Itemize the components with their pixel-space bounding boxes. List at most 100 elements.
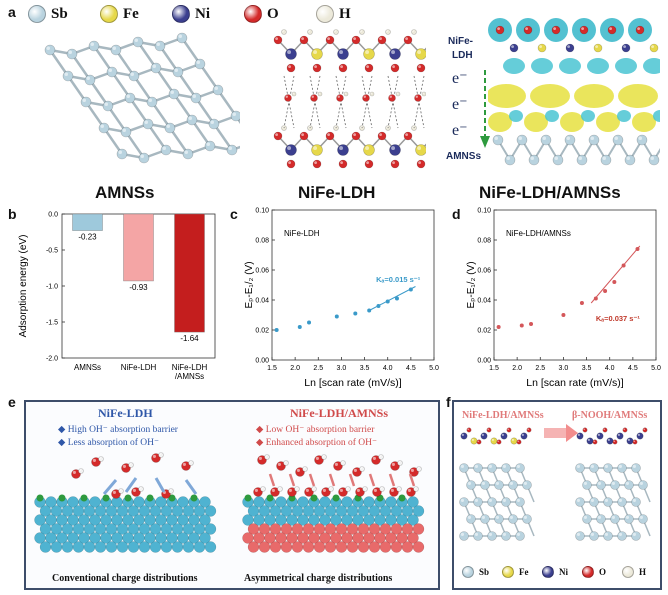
o-atom bbox=[466, 427, 472, 433]
o-atom bbox=[642, 427, 648, 433]
ldh-atom bbox=[61, 541, 74, 553]
atom-highlight bbox=[602, 156, 606, 160]
sb-atom bbox=[62, 70, 74, 82]
red-arrow bbox=[408, 473, 416, 487]
x-category-label: /AMNSs bbox=[175, 372, 204, 381]
atom-highlight bbox=[86, 76, 90, 80]
bond bbox=[84, 101, 106, 129]
metal-atom bbox=[285, 144, 297, 156]
o-atom bbox=[310, 94, 318, 102]
sb-atom bbox=[194, 58, 206, 70]
charge-depletion-lobe bbox=[615, 58, 637, 74]
atom-highlight bbox=[583, 515, 587, 519]
rate-constant-annotation: Kₐ=0.015 s⁻¹ bbox=[376, 275, 421, 284]
metal-atom bbox=[636, 432, 644, 440]
data-point bbox=[353, 311, 358, 316]
bond bbox=[128, 97, 150, 125]
legend-item-ni: Ni bbox=[542, 566, 568, 578]
h-atom bbox=[281, 29, 287, 35]
sb-atom bbox=[160, 144, 172, 156]
sb-atom bbox=[508, 514, 518, 524]
atom-highlight bbox=[481, 433, 484, 436]
diamond-icon: ◆ bbox=[58, 425, 66, 435]
atom-highlight bbox=[617, 433, 620, 436]
sb-atom bbox=[120, 126, 132, 138]
metal-atom bbox=[337, 48, 349, 60]
bond bbox=[92, 45, 114, 73]
title-amnss: AMNSs bbox=[95, 183, 155, 202]
blue-arrow bbox=[124, 477, 138, 493]
atom-highlight bbox=[379, 37, 382, 40]
atom-highlight bbox=[626, 156, 630, 160]
sb-atom bbox=[176, 32, 188, 44]
atom-highlight bbox=[365, 146, 369, 150]
sb-atom bbox=[226, 144, 238, 156]
panel-e-frame bbox=[24, 400, 440, 590]
amnss-atom bbox=[379, 541, 392, 553]
data-point bbox=[593, 296, 598, 301]
metal-atom bbox=[596, 432, 604, 440]
atom-highlight bbox=[525, 27, 528, 30]
metal-atom bbox=[520, 432, 528, 440]
charge-site bbox=[58, 494, 66, 502]
atom-highlight bbox=[488, 498, 492, 502]
atom-highlight bbox=[625, 481, 629, 485]
atom-highlight bbox=[604, 498, 608, 502]
oh-hydrogen bbox=[260, 486, 266, 492]
oh-hydrogen bbox=[378, 454, 384, 460]
h-atom bbox=[421, 91, 426, 97]
sb-atom bbox=[564, 134, 576, 146]
oh-hydrogen bbox=[340, 460, 346, 466]
o-atom bbox=[506, 427, 512, 433]
diamond-icon: ◆ bbox=[256, 425, 264, 435]
atom-highlight bbox=[313, 50, 317, 54]
atom-highlight bbox=[380, 487, 382, 489]
atom-highlight bbox=[119, 489, 121, 491]
legend-label: H bbox=[639, 567, 647, 577]
metal-atom bbox=[649, 43, 659, 53]
atom-highlight bbox=[632, 464, 636, 468]
sb-atom bbox=[617, 531, 627, 541]
atom-highlight bbox=[275, 37, 278, 40]
o-atom bbox=[338, 159, 348, 169]
atom-highlight bbox=[481, 515, 485, 519]
sb-atom bbox=[487, 463, 497, 473]
atom-highlight bbox=[132, 488, 136, 492]
o-atom bbox=[390, 63, 400, 73]
sb-atom bbox=[603, 531, 613, 541]
sb-atom bbox=[124, 92, 136, 104]
atom-highlight bbox=[593, 440, 595, 442]
x-tick-label: 2.5 bbox=[313, 365, 323, 372]
atom-highlight bbox=[353, 133, 356, 136]
sb-atom bbox=[88, 40, 100, 52]
data-point bbox=[496, 325, 501, 329]
atom-o-icon bbox=[244, 5, 262, 23]
data-point bbox=[621, 263, 626, 268]
ldh-atom bbox=[412, 505, 425, 517]
o-atom bbox=[364, 159, 374, 169]
diamond-icon: ◆ bbox=[256, 438, 264, 448]
legend-label: Sb bbox=[479, 567, 490, 577]
amnss-atom bbox=[401, 541, 414, 553]
bond bbox=[132, 75, 154, 103]
metal-atom bbox=[460, 432, 468, 440]
y-tick-label: -1.5 bbox=[46, 320, 58, 327]
atom-highlight bbox=[282, 30, 284, 32]
element-legend-f: Sb Fe Ni O H bbox=[462, 566, 658, 582]
atom-highlight bbox=[639, 481, 643, 485]
chart-c: 0.00 0.02 0.04 0.06 0.08 0.10 1.5 2.0 2.5 3.0 3.5 4… bbox=[244, 208, 439, 390]
sb-atom bbox=[624, 154, 636, 166]
oh-hydrogen bbox=[379, 486, 385, 492]
o-atom bbox=[607, 25, 617, 35]
charge-depletion-lobe bbox=[509, 110, 523, 122]
bond bbox=[212, 123, 234, 151]
transform-arrow-icon bbox=[566, 424, 578, 442]
f-right-title: β-NOOH/AMNSs bbox=[572, 410, 648, 421]
atom-highlight bbox=[159, 453, 161, 455]
charge-accumulation-lobe bbox=[524, 112, 548, 132]
sb-atom bbox=[110, 44, 122, 56]
atom-highlight bbox=[623, 428, 625, 430]
atom-highlight bbox=[370, 92, 372, 95]
atom-highlight bbox=[511, 438, 514, 441]
sb-atom bbox=[501, 463, 511, 473]
